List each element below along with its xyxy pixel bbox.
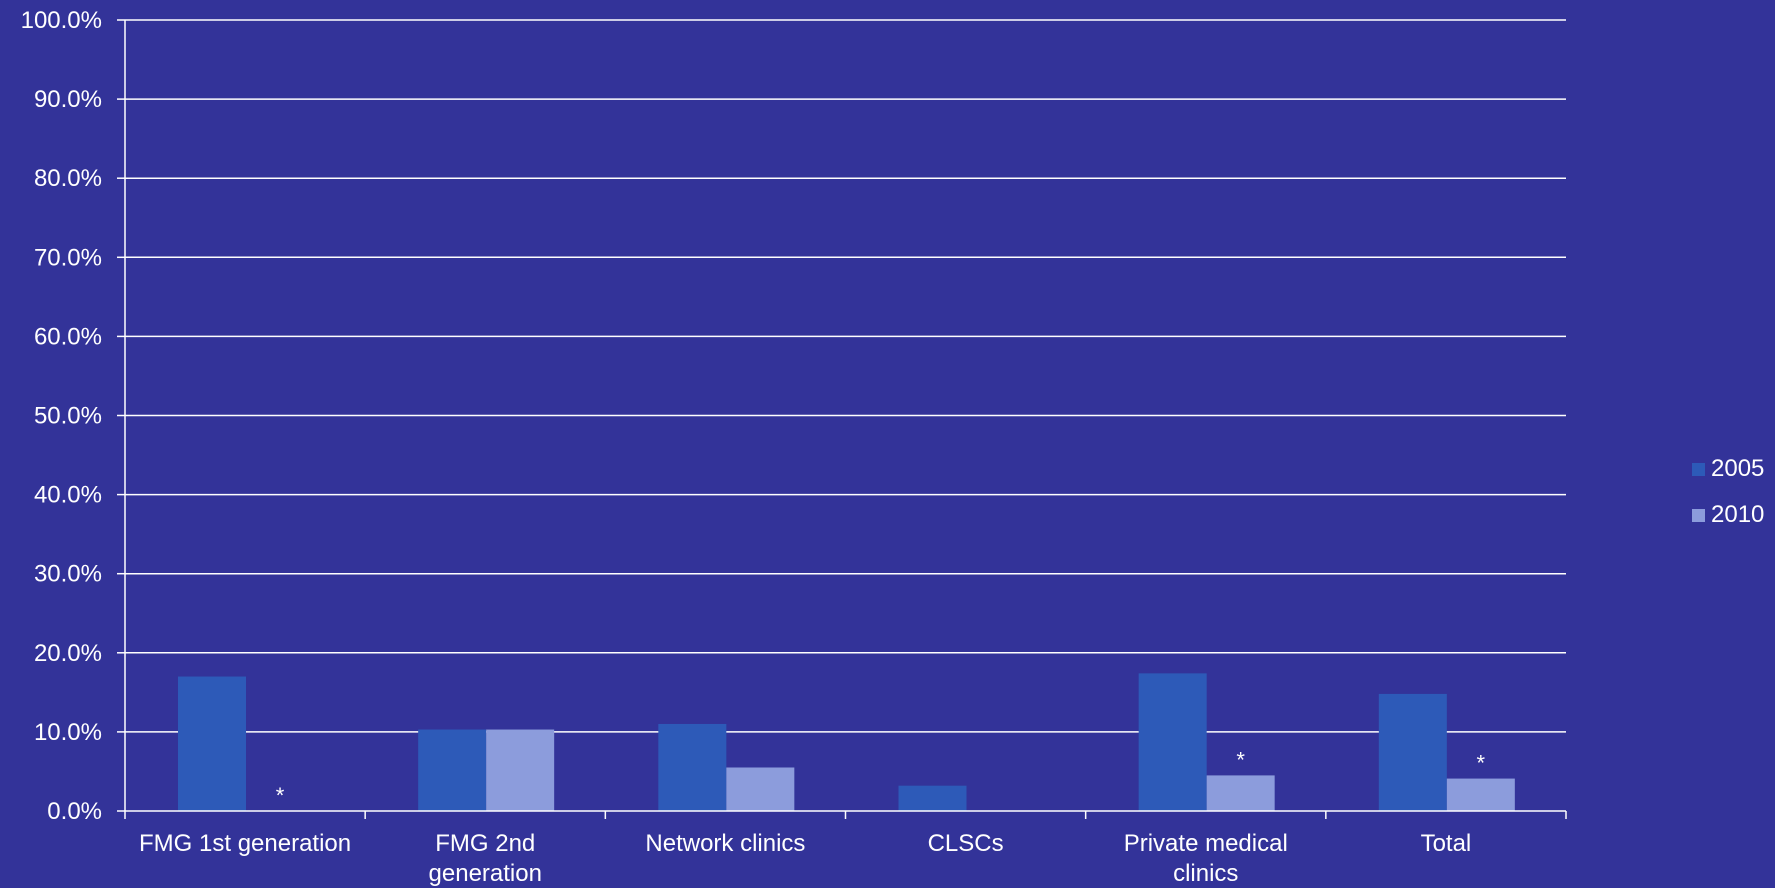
- bar-2005-2: [658, 723, 727, 811]
- bar-2010-1: [486, 729, 555, 811]
- y-tick-label: 30.0%: [34, 561, 102, 588]
- legend: 2005 2010: [1692, 446, 1764, 538]
- bar-2005-1: [418, 729, 487, 811]
- bar-2010-4: [1206, 775, 1275, 811]
- x-tick-label: FMG 1st generation: [139, 830, 351, 857]
- y-tick-label: 100.0%: [21, 7, 102, 34]
- bar-2005-5: [1378, 693, 1447, 811]
- legend-item-2010: 2010: [1692, 492, 1764, 538]
- bar-2005-4: [1138, 673, 1207, 811]
- x-tick-label: generation: [429, 860, 542, 887]
- y-tick-label: 20.0%: [34, 640, 102, 667]
- annotation-asterisk: *: [276, 783, 285, 808]
- bar-2010-2: [726, 767, 795, 811]
- x-tick-label: FMG 2nd: [435, 830, 535, 857]
- y-tick-label: 10.0%: [34, 719, 102, 746]
- x-tick-label: clinics: [1173, 860, 1238, 887]
- bar-2010-5: [1446, 778, 1515, 811]
- legend-swatch-2005: [1692, 462, 1705, 476]
- legend-label-2010: 2010: [1711, 501, 1765, 528]
- bar-2005-3: [898, 785, 967, 811]
- x-tick-label: CLSCs: [928, 830, 1004, 857]
- x-tick-label: Total: [1421, 830, 1472, 857]
- legend-item-2005: 2005: [1692, 446, 1764, 492]
- annotation-asterisk: *: [1236, 747, 1245, 772]
- legend-swatch-2010: [1692, 508, 1705, 522]
- annotation-asterisk: *: [1477, 751, 1486, 776]
- bar-2005-0: [178, 676, 246, 811]
- y-tick-label: 90.0%: [34, 86, 102, 113]
- y-tick-label: 60.0%: [34, 323, 102, 350]
- y-tick-label: 80.0%: [34, 165, 102, 192]
- y-tick-label: 70.0%: [34, 244, 102, 271]
- legend-label-2005: 2005: [1711, 455, 1765, 482]
- y-tick-label: 40.0%: [34, 482, 102, 509]
- y-tick-label: 50.0%: [34, 403, 102, 430]
- x-tick-label: Network clinics: [645, 830, 805, 857]
- y-tick-label: 0.0%: [47, 798, 102, 825]
- x-tick-label: Private medical: [1124, 830, 1288, 857]
